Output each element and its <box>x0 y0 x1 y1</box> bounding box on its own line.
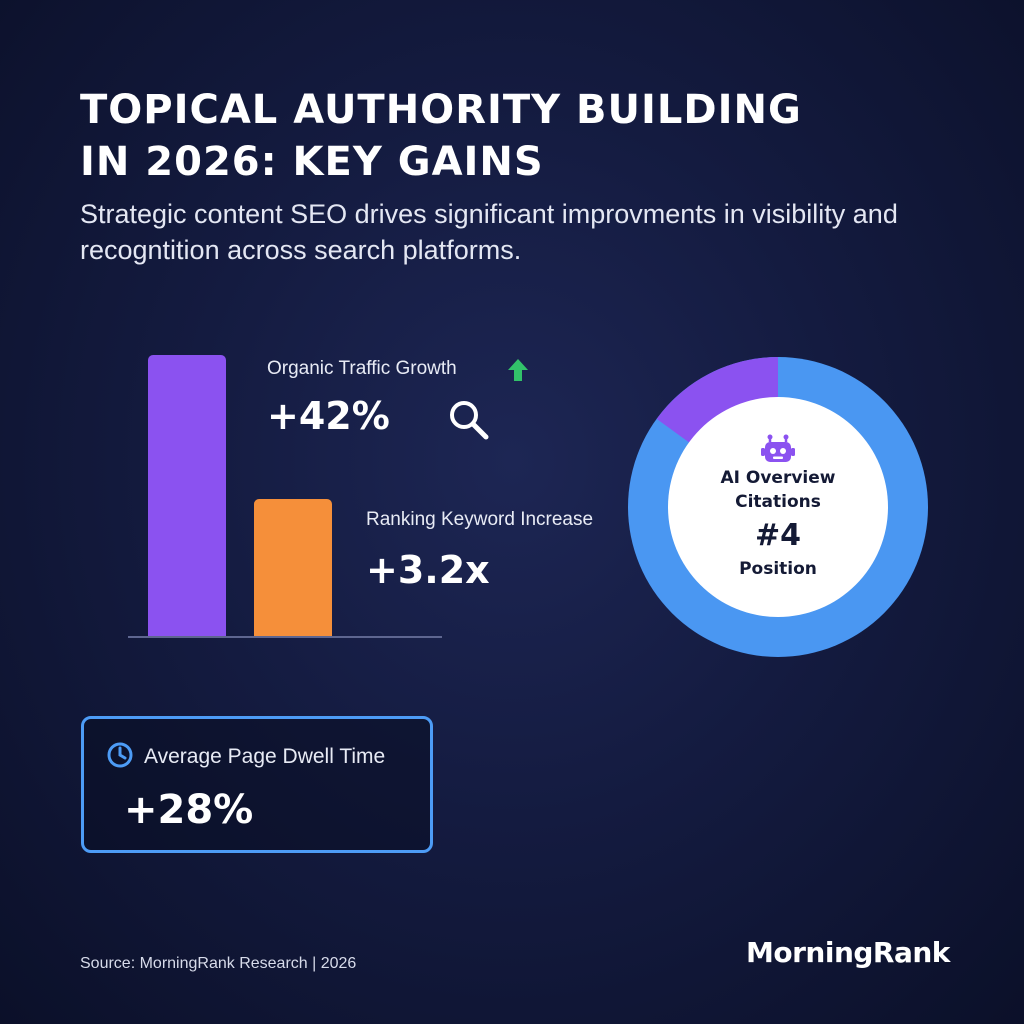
donut-center-label: AI Overview Citations <box>720 468 836 512</box>
brand-logo: MorningRank <box>746 936 950 969</box>
label-organic-traffic: Organic Traffic Growth <box>267 358 457 379</box>
value-organic-traffic: +42% <box>267 394 390 438</box>
page-subtitle: Strategic content SEO drives significant… <box>80 199 898 265</box>
title-line-1: TOPICAL AUTHORITY BUILDING <box>80 87 802 133</box>
ai-citations-donut: AI Overview Citations #4 Position <box>628 357 928 657</box>
arrow-up-icon <box>508 359 528 381</box>
donut-hole <box>668 397 888 617</box>
label-ranking-keywords: Ranking Keyword Increase <box>366 509 594 530</box>
donut-center-caption: Position <box>739 559 817 579</box>
x-axis-line <box>128 636 442 638</box>
clock-icon <box>107 742 133 768</box>
magnifier-icon <box>450 401 489 440</box>
metrics-bar-chart <box>128 340 448 640</box>
dwell-time-value: +28% <box>124 787 254 833</box>
donut-center-value: #4 <box>754 518 801 553</box>
bar-organic-traffic <box>148 355 226 637</box>
bar-ranking-keywords <box>254 498 332 637</box>
value-ranking-keywords: +3.2x <box>366 548 490 592</box>
robot-icon <box>761 434 795 462</box>
donut-center-content: AI Overview Citations #4 Position <box>668 397 888 617</box>
source-note: Source: MorningRank Research | 2026 <box>80 955 357 972</box>
donut-chart-svg <box>628 357 928 657</box>
dwell-time-card: Average Page Dwell Time +28% <box>81 716 433 853</box>
page-title: TOPICAL AUTHORITY BUILDING IN 2026: KEY … <box>80 84 960 188</box>
dwell-time-label: Average Page Dwell Time <box>144 745 386 768</box>
title-line-2: IN 2026: KEY GAINS <box>80 139 544 185</box>
